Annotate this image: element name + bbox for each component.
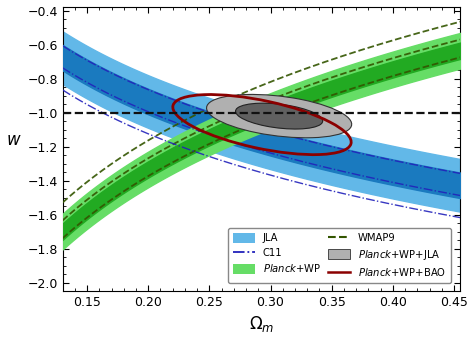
Legend: JLA, C11, $Planck$+WP, WMAP9, $Planck$+WP+JLA, $Planck$+WP+BAO: JLA, C11, $Planck$+WP, WMAP9, $Planck$+W… [228,228,451,283]
Ellipse shape [207,95,352,138]
Y-axis label: $w$: $w$ [6,131,21,149]
X-axis label: $\Omega_m$: $\Omega_m$ [249,314,274,335]
Ellipse shape [236,103,323,129]
